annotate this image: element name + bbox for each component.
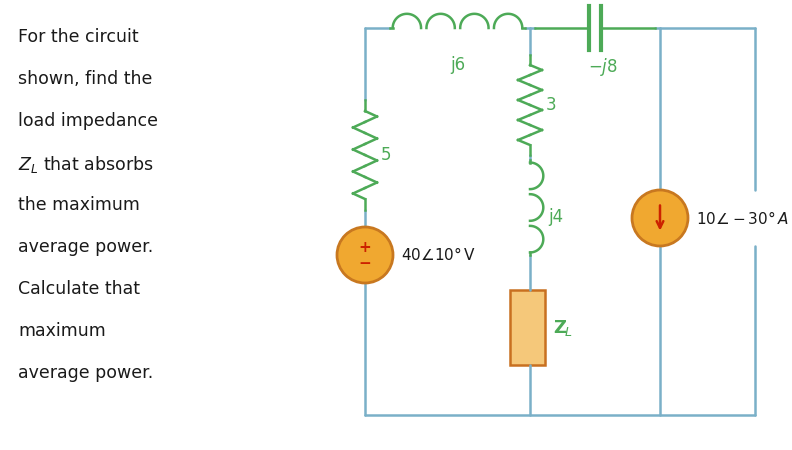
Text: j4: j4 — [548, 208, 563, 226]
Text: shown, find the: shown, find the — [18, 70, 152, 88]
Text: 5: 5 — [381, 146, 391, 164]
Text: +: + — [359, 240, 371, 256]
Text: j6: j6 — [450, 56, 465, 74]
Text: For the circuit: For the circuit — [18, 28, 139, 46]
Text: average power.: average power. — [18, 238, 153, 256]
Text: load impedance: load impedance — [18, 112, 158, 130]
Text: −: − — [359, 256, 371, 271]
Text: 3: 3 — [546, 96, 557, 114]
Text: Calculate that: Calculate that — [18, 280, 140, 298]
Text: $-j8$: $-j8$ — [588, 56, 618, 78]
Circle shape — [337, 227, 393, 283]
Text: average power.: average power. — [18, 364, 153, 382]
Text: $\mathbf{Z}_{\!L}$: $\mathbf{Z}_{\!L}$ — [553, 318, 573, 338]
Circle shape — [632, 190, 688, 246]
Bar — [510, 290, 545, 365]
Text: maximum: maximum — [18, 322, 106, 340]
Text: $10\angle-30°\,A$: $10\angle-30°\,A$ — [696, 210, 789, 226]
Text: the maximum: the maximum — [18, 196, 140, 214]
Text: $40\angle10°\,$V: $40\angle10°\,$V — [401, 247, 476, 264]
Text: $Z_L$ that absorbs: $Z_L$ that absorbs — [18, 154, 154, 175]
